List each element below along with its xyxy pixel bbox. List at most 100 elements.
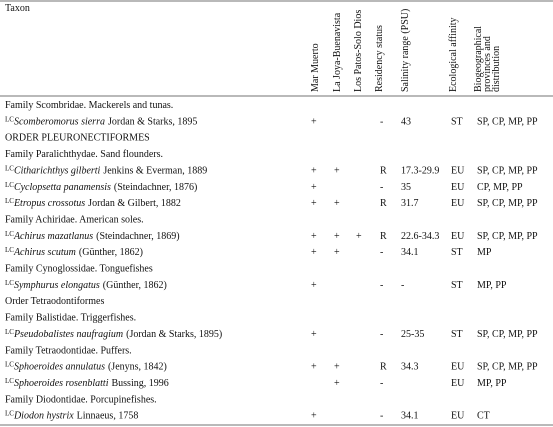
cell: 17.3-29.9: [401, 165, 439, 176]
cell: +: [311, 280, 317, 291]
cell: MP: [477, 247, 492, 258]
column-header: distribution: [491, 46, 502, 92]
status: LC: [5, 164, 14, 172]
cell: +: [311, 231, 317, 242]
cell: 22.6-34.3: [401, 231, 439, 242]
cell: -: [401, 280, 404, 291]
cell: EU: [451, 411, 465, 422]
cell: SP, CP, MP, PP: [477, 165, 538, 176]
column-header: Mar Muerto: [310, 43, 321, 92]
taxon: LCAchirus scutum (Günther, 1862): [5, 246, 143, 258]
cell: -: [380, 116, 383, 127]
author: Bussing, 1996: [111, 378, 168, 389]
cell: CP, MP, PP: [477, 182, 523, 193]
taxon: LCDiodon hystrix Linnaeus, 1758: [5, 410, 138, 422]
author: (Jenyns, 1842): [108, 362, 167, 373]
cell: -: [380, 247, 383, 258]
cell: +: [334, 165, 340, 176]
cell: -: [380, 329, 383, 340]
cell: EU: [451, 165, 465, 176]
group-label: Family Balistidae. Triggerfishes.: [5, 313, 136, 324]
taxon: LCSphoeroides annulatus (Jenyns, 1842): [5, 361, 167, 373]
status: LC: [5, 410, 14, 418]
cell: +: [334, 378, 340, 389]
cell: ST: [451, 280, 463, 291]
cell: +: [311, 198, 317, 209]
group-label: ORDER PLEURONECTIFORMES: [5, 133, 150, 144]
group-label: Family Paralichthydae. Sand flounders.: [5, 149, 163, 160]
cell: 34.3: [401, 362, 419, 373]
status: LC: [5, 181, 14, 189]
cell: EU: [451, 362, 465, 373]
cell: EU: [451, 182, 465, 193]
column-header: Biogeographical: [473, 26, 484, 92]
cell: R: [380, 198, 387, 209]
group-label: Family Tetraodontidae. Puffers.: [5, 345, 132, 356]
cell: SP, CP, MP, PP: [477, 198, 538, 209]
cell: EU: [451, 378, 465, 389]
group-label: Family Diodontidae. Porcupinefishes.: [5, 394, 157, 405]
taxon: LCPseudobalistes naufragium (Jordan & Sta…: [5, 328, 222, 340]
species: Achirus scutum: [13, 247, 76, 258]
species: Achirus mazatlanus: [13, 231, 93, 242]
species: Etropus crossotus: [13, 198, 85, 209]
species: Sphoeroides annulatus: [14, 362, 105, 373]
species: Cyclopsetta panamensis: [14, 182, 111, 193]
cell: +: [334, 231, 340, 242]
column-header: Salinity range (PSU): [400, 9, 411, 92]
cell: SP, CP, MP, PP: [477, 116, 538, 127]
status: LC: [5, 279, 14, 287]
group-label: Family Cynoglossidae. Tonguefishes: [5, 264, 153, 275]
cell: 34.1: [401, 411, 419, 422]
taxon: LCEtropus crossotus Jordan & Gilbert, 188…: [5, 197, 181, 209]
status: LC: [5, 115, 14, 123]
group-label: Order Tetraodontiformes: [5, 296, 104, 307]
status: LC: [5, 328, 14, 336]
author: (Günther, 1862): [79, 247, 143, 258]
cell: +: [334, 247, 340, 258]
species: Scomberomorus sierra: [14, 116, 105, 127]
column-header: La Joya-Buenavista: [332, 12, 343, 92]
species: Pseudobalistes naufragium: [13, 329, 123, 340]
cell: ST: [451, 247, 463, 258]
header-taxon: Taxon: [5, 3, 30, 14]
cell: EU: [451, 231, 465, 242]
cell: 43: [401, 116, 411, 127]
status: LC: [5, 197, 14, 205]
status: LC: [5, 230, 14, 238]
species: Sphoeroides rosenblatti: [14, 378, 109, 389]
author: (Steindachner, 1869): [96, 231, 179, 242]
cell: EU: [451, 198, 465, 209]
status: LC: [5, 377, 14, 385]
cell: +: [311, 362, 317, 373]
cell: -: [380, 378, 383, 389]
author: (Steindachner, 1876): [114, 182, 197, 193]
author: (Jordan & Starks, 1895): [126, 329, 222, 340]
cell: -: [380, 280, 383, 291]
cell: MP, PP: [477, 280, 507, 291]
cell: SP, CP, MP, PP: [477, 329, 538, 340]
column-header: provinces and: [482, 36, 493, 92]
cell: R: [380, 362, 387, 373]
author: Linnaeus, 1758: [77, 411, 139, 422]
cell: SP, CP, MP, PP: [477, 362, 538, 373]
column-header: Residency status: [374, 25, 385, 92]
group-label: Family Achiridae. American soles.: [5, 214, 144, 225]
cell: CT: [477, 411, 490, 422]
cell: 35: [401, 182, 411, 193]
cell: +: [311, 411, 317, 422]
column-header: Ecological affinity: [448, 17, 459, 92]
taxon: LCSphoeroides rosenblatti Bussing, 1996: [5, 377, 169, 389]
cell: -: [380, 182, 383, 193]
cell: MP, PP: [477, 378, 507, 389]
cell: +: [334, 362, 340, 373]
taxon: LCCitharichthys gilberti Jenkins & Everma…: [5, 164, 207, 176]
cell: -: [380, 411, 383, 422]
species: Diodon hystrix: [13, 411, 74, 422]
status: LC: [5, 361, 14, 369]
cell: ST: [451, 329, 463, 340]
taxon: LCScomberomorus sierra Jordan & Starks, 1…: [5, 115, 197, 127]
cell: +: [334, 198, 340, 209]
species: Symphurus elongatus: [14, 280, 100, 291]
